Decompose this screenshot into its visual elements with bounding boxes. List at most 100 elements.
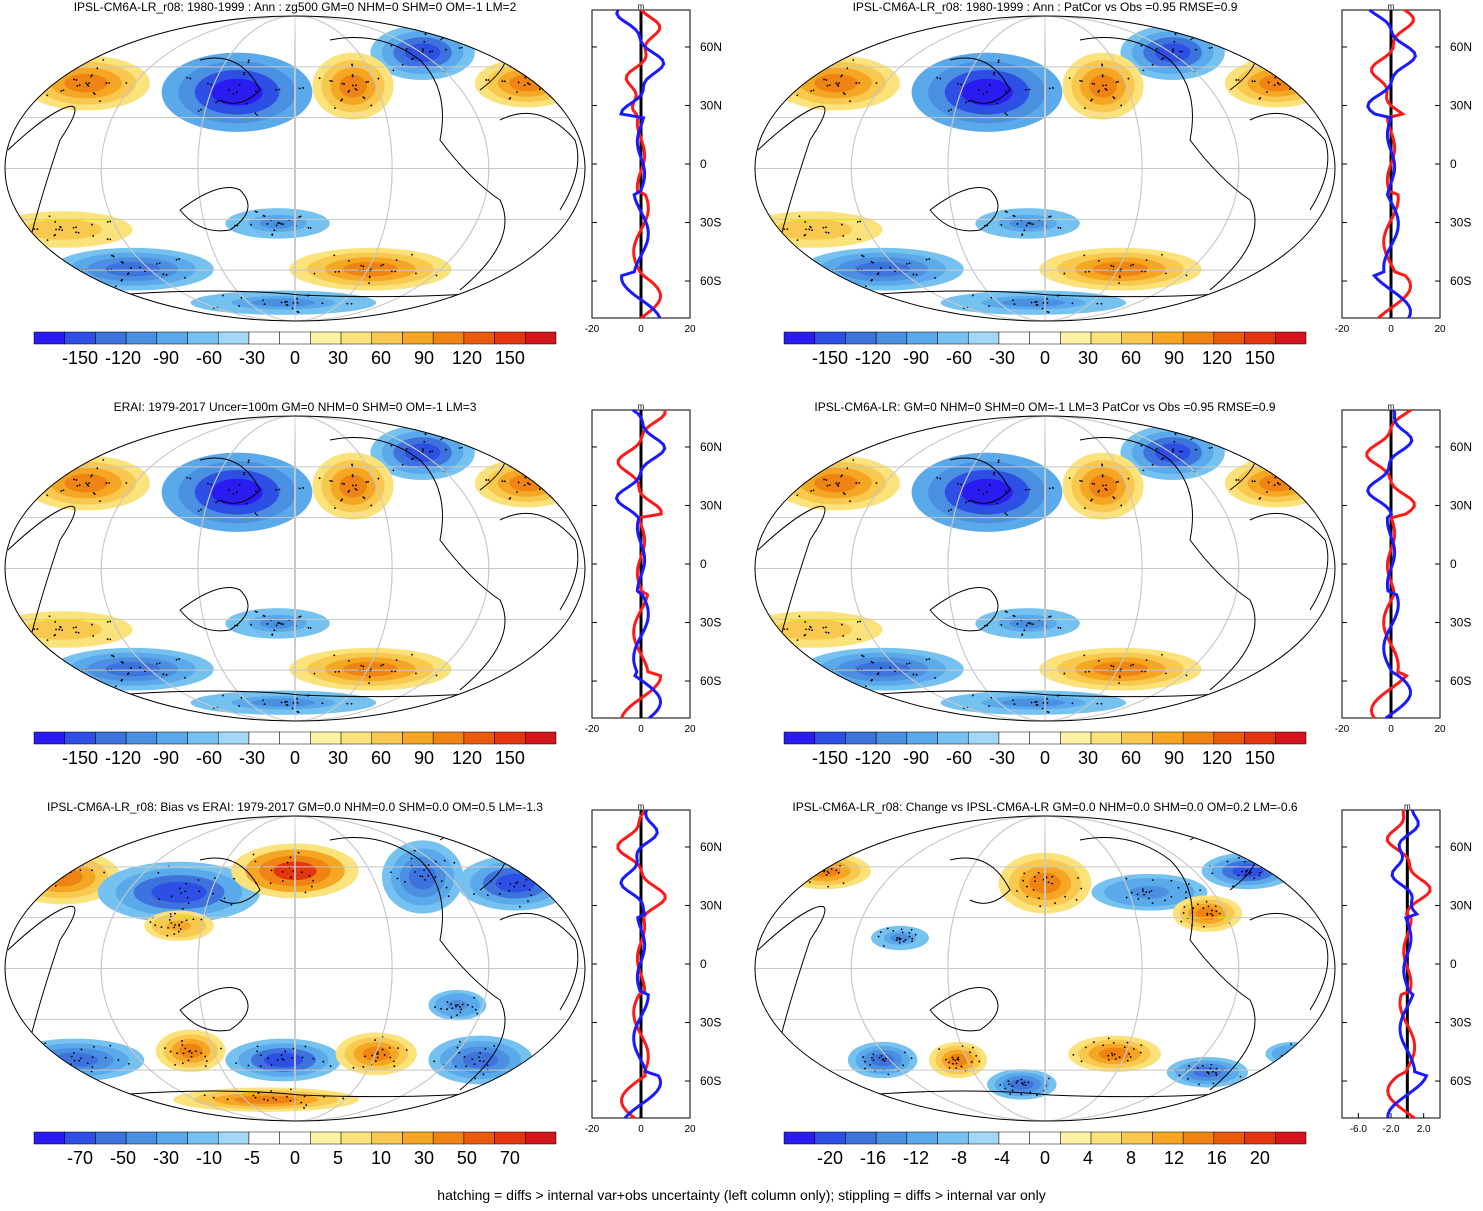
panel-graphics: m 60N 30N 0 30S 60S -20 0 20 -150 -120 -90 -60 -30 0 30… [4,2,722,368]
coastlines [757,429,1329,701]
colorbar-swatch [187,331,219,345]
anomaly-contour [234,1095,298,1104]
colorbar-swatch [1244,1131,1276,1145]
colorbar-label: -70 [67,1148,93,1168]
colorbar-swatch [279,1131,311,1145]
zonal-series-obs [1366,409,1414,720]
y-tick-label: 60S [1450,674,1471,688]
y-tick-label: 30N [700,98,722,112]
coastline [59,1089,521,1101]
map-border [4,415,586,722]
anomaly-contour [1289,655,1323,677]
y-tick-label: 30N [700,898,722,912]
coastline [1249,112,1329,211]
coastlines [757,829,1329,1101]
colorbar-label: 30 [1078,748,1098,768]
colorbar-swatch [906,731,938,745]
colorbar-label: -50 [110,1148,136,1168]
colorbar-label: 90 [1164,748,1184,768]
map-border [4,15,586,322]
colorbar-swatch [845,331,877,345]
colorbar-swatch [525,331,557,345]
coastline [929,187,999,232]
x-tick-label: -20 [585,1124,600,1135]
colorbar-swatch [1182,731,1215,745]
colorbar-label: 120 [452,348,482,368]
panel-title: IPSL-CM6A-LR_r08: 1980-1999 : Ann : PatC… [852,0,1238,14]
colorbar-swatch [217,331,250,345]
coastline [59,289,521,301]
x-tick-label: 20 [684,324,696,335]
colorbar-swatch [1182,1131,1215,1145]
colorbar-label: -120 [105,748,141,768]
x-tick-label: 20 [684,724,696,735]
x-tick-label: 0 [1388,324,1394,335]
graticule [755,416,1335,721]
coastline [1249,912,1329,1011]
colorbar-swatch [125,331,158,345]
colorbar-swatch [310,1131,342,1145]
x-tick-label: 20 [684,1124,696,1135]
colorbar-swatch [494,1131,526,1145]
coastline [1079,37,1256,291]
zonal-units: m [638,402,645,411]
colorbar-swatch [937,331,969,345]
zonal-series-model [1365,408,1416,719]
anomaly-contour [546,659,566,673]
colorbar-label: 0 [290,1148,300,1168]
colorbar-swatch [156,331,188,345]
colorbar-label: -120 [855,748,891,768]
y-tick-label: 60N [700,40,722,54]
graticule [5,416,585,721]
colorbar-swatch [1029,1131,1061,1145]
coastline [499,912,579,1011]
y-tick-label: 30S [700,616,721,630]
map-panel-1: IPSL-CM6A-LR_r08: 1980-1999 : Ann : zg50… [0,0,740,385]
zonal-series-obs [1366,8,1418,319]
map-field [5,416,585,721]
coastline [329,437,506,691]
colorbar-swatch [1029,331,1061,345]
colorbar-swatch [187,1131,219,1145]
colorbar-swatch [1244,331,1276,345]
y-tick-label: 30N [700,498,722,512]
y-tick-label: 30N [1450,498,1472,512]
anomaly-contour [1283,251,1329,281]
colorbar-label: 120 [452,748,482,768]
colorbar-swatch [279,331,311,345]
colorbar-swatch [217,1131,250,1145]
colorbar-swatch [33,731,65,745]
colorbar-swatch [1275,331,1307,345]
colorbar-label: 50 [457,1148,477,1168]
colorbar-swatch [783,1131,815,1145]
colorbar-swatch [1090,331,1123,345]
y-tick-label: 60N [1450,840,1472,854]
colorbar-swatch [1060,731,1092,745]
colorbar-label: -90 [903,748,929,768]
zonal-series-obs [1386,809,1429,1119]
colorbar-label: 30 [1078,348,1098,368]
anomaly-contour [1001,698,1065,707]
map-panel-6: IPSL-CM6A-LR_r08: Change vs IPSL-CM6A-LR… [750,800,1483,1185]
colorbar-swatch [1275,1131,1307,1145]
colorbar-swatch [432,1131,465,1145]
colorbar-swatch [1213,731,1245,745]
zonal-series-model [616,808,667,1120]
colorbar-label: 120 [1202,748,1232,768]
colorbar-label: -90 [153,348,179,368]
colorbar-swatch [463,731,495,745]
coastline [929,987,999,1032]
anomaly-contour [1296,259,1316,273]
x-tick-label: 0 [638,724,644,735]
map-border [754,15,1336,322]
y-tick-label: 0 [1450,557,1457,571]
colorbar-label: 30 [414,1148,434,1168]
colorbar-label: -30 [989,348,1015,368]
colorbar-label: -30 [239,748,265,768]
colorbar-swatch [783,731,815,745]
coastline [199,857,261,904]
x-tick-label: 2.0 [1417,1124,1431,1135]
colorbar-swatch [156,731,188,745]
coastline [757,105,826,241]
map-panel-2: IPSL-CM6A-LR_r08: 1980-1999 : Ann : PatC… [750,0,1483,385]
